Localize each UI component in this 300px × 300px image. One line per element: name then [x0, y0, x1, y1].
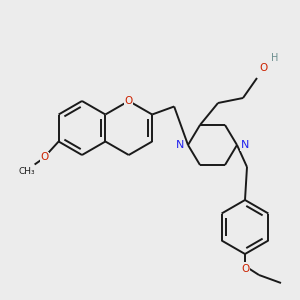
- Text: O: O: [260, 63, 268, 73]
- Text: N: N: [241, 140, 249, 150]
- Text: O: O: [241, 264, 249, 274]
- Text: N: N: [176, 140, 184, 150]
- Text: O: O: [124, 96, 133, 106]
- Text: O: O: [40, 152, 49, 163]
- Text: H: H: [271, 53, 279, 63]
- Text: CH₃: CH₃: [18, 167, 35, 176]
